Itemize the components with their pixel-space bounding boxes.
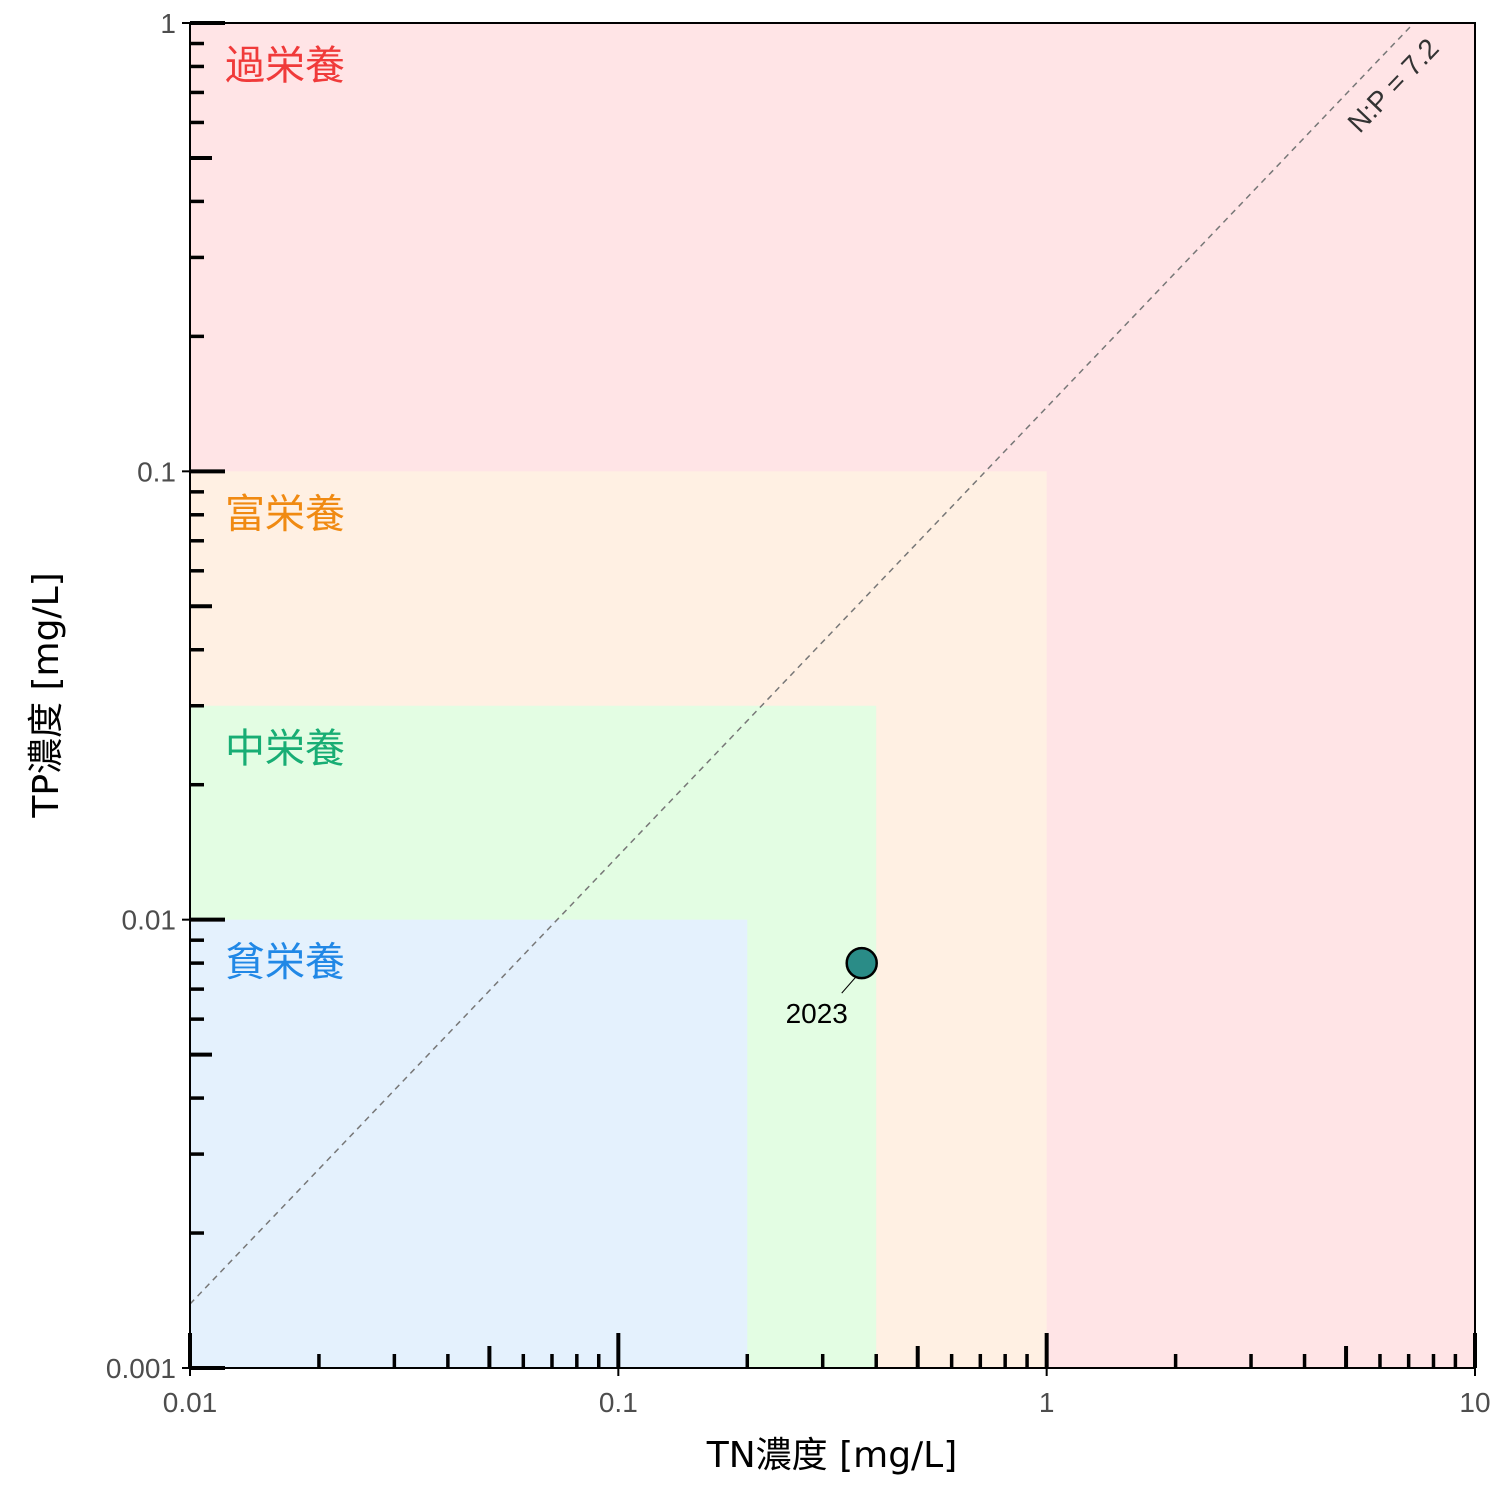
zone-label-1: 過栄養 bbox=[225, 43, 345, 89]
zone-label-2: 富栄養 bbox=[225, 491, 345, 537]
x-tick-label-4: 10 bbox=[1459, 1387, 1490, 1418]
point-label-1: 2023 bbox=[786, 998, 848, 1029]
y-tick-label-3: 0.1 bbox=[137, 456, 176, 487]
x-tick-label-1: 0.01 bbox=[163, 1387, 218, 1418]
np-ratio-line-group bbox=[190, 23, 1415, 1305]
y-tick-label-2: 0.01 bbox=[122, 905, 177, 936]
zone-rect-4 bbox=[190, 919, 748, 1368]
plot-frame bbox=[189, 22, 1476, 1369]
data-points: 2023 bbox=[786, 946, 878, 1029]
y-axis-title: TP濃度 [mg/L] bbox=[26, 572, 67, 818]
point-leader-1 bbox=[841, 976, 857, 994]
x-tick-label-2: 0.1 bbox=[599, 1387, 638, 1418]
x-axis: 0.01 0.1 1 10 bbox=[163, 1333, 1491, 1418]
trophic-zones bbox=[190, 23, 1475, 1368]
y-tick-label-4: 1 bbox=[160, 8, 176, 39]
zone-label-4: 貧栄養 bbox=[225, 940, 345, 986]
data-point-1 bbox=[845, 946, 878, 980]
y-tick-label-1: 0.001 bbox=[106, 1353, 176, 1384]
x-tick-label-3: 1 bbox=[1039, 1387, 1055, 1418]
x-axis-title: TN濃度 [mg/L] bbox=[706, 1435, 958, 1476]
zone-label-3: 中栄養 bbox=[225, 726, 345, 772]
y-axis: 0.001 0.01 0.1 1 bbox=[106, 8, 225, 1384]
np-ratio-line bbox=[190, 23, 1415, 1305]
